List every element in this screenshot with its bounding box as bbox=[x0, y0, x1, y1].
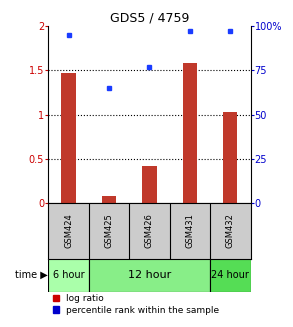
Text: 12 hour: 12 hour bbox=[128, 270, 171, 280]
Bar bbox=[183, 63, 197, 203]
Text: GSM424: GSM424 bbox=[64, 214, 73, 248]
Bar bbox=[48, 259, 89, 292]
Text: GSM431: GSM431 bbox=[185, 214, 194, 249]
Text: GSM426: GSM426 bbox=[145, 214, 154, 249]
Text: 24 hour: 24 hour bbox=[211, 270, 249, 280]
Legend: log ratio, percentile rank within the sample: log ratio, percentile rank within the sa… bbox=[53, 294, 219, 315]
Bar bbox=[89, 259, 210, 292]
Text: GSM432: GSM432 bbox=[226, 214, 235, 249]
Bar bbox=[62, 73, 76, 203]
Bar bbox=[142, 166, 156, 203]
Text: time ▶: time ▶ bbox=[15, 270, 47, 280]
Text: GSM425: GSM425 bbox=[105, 214, 113, 248]
Bar bbox=[210, 259, 251, 292]
Text: 6 hour: 6 hour bbox=[53, 270, 84, 280]
Bar bbox=[223, 112, 237, 203]
Title: GDS5 / 4759: GDS5 / 4759 bbox=[110, 12, 189, 25]
Bar bbox=[102, 196, 116, 203]
